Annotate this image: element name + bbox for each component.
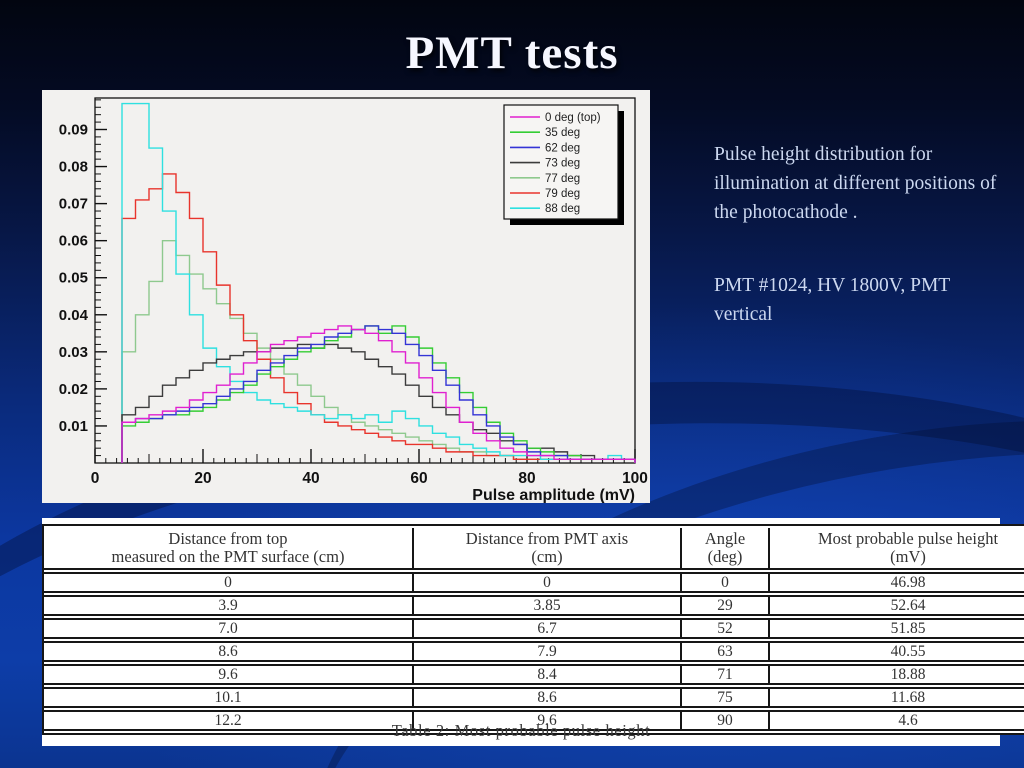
table-cell: 63: [682, 641, 770, 662]
table-header-row: Distance from top measured on the PMT sur…: [44, 528, 1024, 570]
y-axis-tick-label: 0.04: [59, 307, 89, 324]
table-cell: 9.6: [414, 710, 682, 731]
table-cell: 52: [682, 618, 770, 639]
x-axis-title: Pulse amplitude (mV): [472, 487, 635, 503]
slide-title: PMT tests: [405, 27, 619, 79]
y-axis-tick-label: 0.07: [59, 196, 88, 213]
description-text: Pulse height distribution for illuminati…: [714, 140, 1000, 329]
y-axis-tick-label: 0.05: [59, 270, 88, 287]
y-axis-tick-label: 0.09: [59, 121, 88, 138]
table-cell: 9.6: [44, 664, 414, 685]
table-cell: 52.64: [770, 595, 1024, 616]
histogram-plot: 0.01 0.02 0.03 0.04 0.05 0.06 0.07 0.08 0.09 0 20 4…: [59, 97, 648, 503]
table-cell: 29: [682, 595, 770, 616]
table-row: 3.9 3.85 29 52.64: [44, 595, 1024, 616]
x-axis-tick-label: 100: [622, 470, 648, 487]
x-axis-tick-label: 60: [410, 470, 427, 487]
legend-label: 88 deg: [545, 203, 580, 215]
table-column-header: Distance from PMT axis (cm): [414, 528, 682, 570]
series-35-deg: [121, 325, 636, 463]
table-cell: 51.85: [770, 618, 1024, 639]
description-paragraph: PMT #1024, HV 1800V, PMT vertical: [714, 275, 950, 325]
table-cell: 12.2: [44, 710, 414, 731]
description-paragraph: Pulse height distribution for illuminati…: [714, 144, 997, 223]
table-cell: 3.9: [44, 595, 414, 616]
table-row: 7.0 6.7 52 51.85: [44, 618, 1024, 639]
pulse-height-table: Distance from top measured on the PMT sur…: [42, 524, 1024, 735]
table-cell: 46.98: [770, 572, 1024, 593]
table-cell: 8.6: [44, 641, 414, 662]
series-0-deg-top-: [121, 325, 636, 463]
table-body: 0 0 0 46.98 3.9 3.85 29 52.64 7.0 6.7 52 51.85 8.6 7.…: [44, 572, 1024, 731]
table-cell: 6.7: [414, 618, 682, 639]
x-axis-tick-label: 20: [194, 470, 211, 487]
table-cell: 3.85: [414, 595, 682, 616]
table-cell: 8.6: [414, 687, 682, 708]
table-cell: 8.4: [414, 664, 682, 685]
table-row: 10.1 8.6 75 11.68: [44, 687, 1024, 708]
series-73-deg: [121, 343, 636, 463]
legend-label: 0 deg (top): [545, 112, 601, 124]
table-cell: 4.6: [770, 710, 1024, 731]
y-axis-tick-label: 0.08: [59, 159, 88, 176]
table-column-header: Distance from top measured on the PMT sur…: [44, 528, 414, 570]
pulse-height-chart: 0.01 0.02 0.03 0.04 0.05 0.06 0.07 0.08 0.09 0 20 4…: [42, 90, 650, 503]
legend-label: 77 deg: [545, 173, 580, 185]
table-caption: Table 2: Most probable pulse height: [391, 721, 651, 740]
table-row: 9.6 8.4 71 18.88: [44, 664, 1024, 685]
series-62-deg: [121, 325, 636, 463]
table-column-header: Most probable pulse height (mV): [770, 528, 1024, 570]
table-row: 12.2 9.6 90 4.6: [44, 710, 1024, 731]
legend-label: 62 deg: [545, 142, 580, 154]
results-table-panel: Distance from top measured on the PMT sur…: [42, 518, 1024, 746]
table-cell: 0: [682, 572, 770, 593]
table-cell: 0: [414, 572, 682, 593]
table-cell: 75: [682, 687, 770, 708]
y-axis-tick-label: 0.02: [59, 381, 88, 398]
table-row: 8.6 7.9 63 40.55: [44, 641, 1024, 662]
legend-label: 79 deg: [545, 188, 580, 200]
table-cell: 7.9: [414, 641, 682, 662]
table-column-header: Angle (deg): [682, 528, 770, 570]
table-cell: 7.0: [44, 618, 414, 639]
series-77-deg: [121, 239, 636, 463]
table-cell: 10.1: [44, 687, 414, 708]
table-cell: 0: [44, 572, 414, 593]
table-cell: 40.55: [770, 641, 1024, 662]
x-axis-tick-label: 40: [302, 470, 319, 487]
table-cell: 90: [682, 710, 770, 731]
x-axis-tick-label: 0: [91, 470, 100, 487]
legend-label: 73 deg: [545, 158, 580, 170]
y-axis-tick-label: 0.06: [59, 233, 88, 250]
y-axis-tick-label: 0.03: [59, 344, 88, 361]
table-cell: 11.68: [770, 687, 1024, 708]
table-cell: 18.88: [770, 664, 1024, 685]
table-cell: 71: [682, 664, 770, 685]
y-axis-tick-label: 0.01: [59, 418, 88, 435]
x-axis-tick-label: 80: [518, 470, 535, 487]
legend-label: 35 deg: [545, 127, 580, 139]
table-row: 0 0 0 46.98: [44, 572, 1024, 593]
